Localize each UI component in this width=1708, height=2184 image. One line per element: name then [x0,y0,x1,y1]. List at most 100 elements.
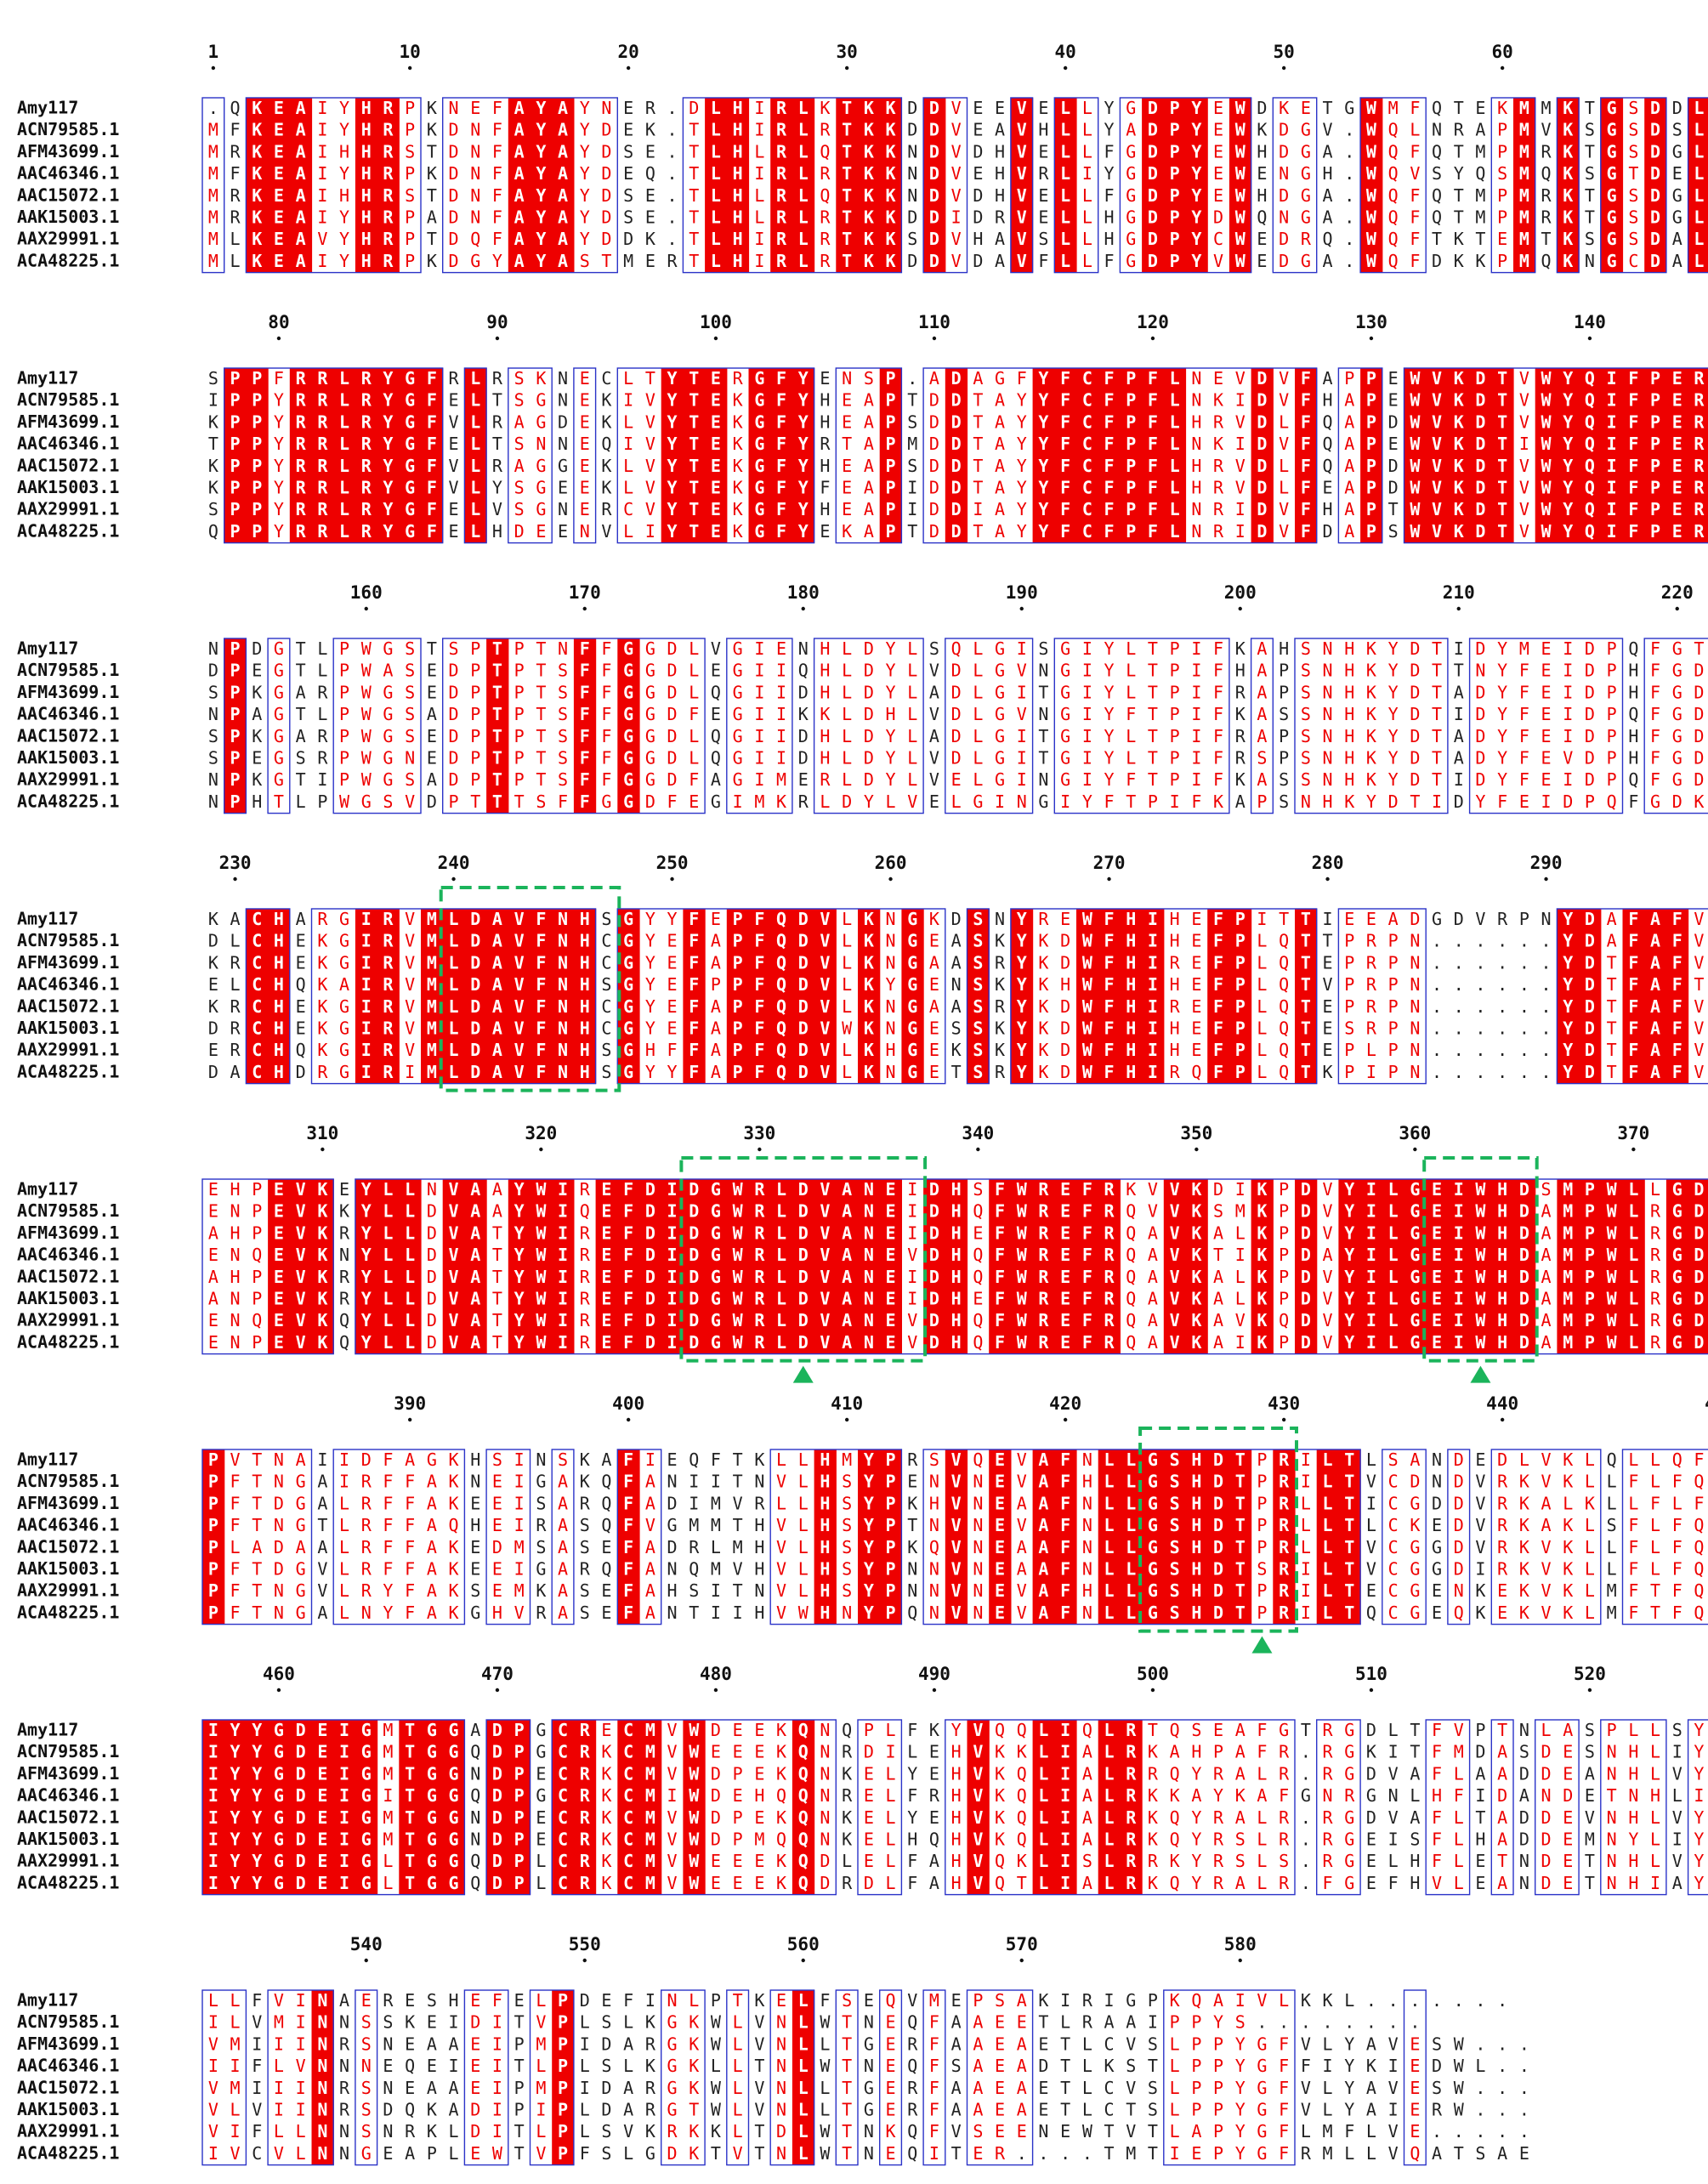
residue: E [274,207,284,228]
residue: L [580,2012,590,2033]
residue: W [733,1201,744,1222]
residue: R [995,1062,1006,1082]
residue: L [1170,499,1180,519]
residue: I [667,1245,678,1265]
residue: C [601,1018,611,1039]
residue: F [1213,682,1223,702]
residue: R [1126,1763,1137,1784]
residue: D [798,1267,809,1287]
residue: D [1475,638,1485,659]
residue: P [733,1018,743,1039]
residue: D [470,1040,480,1060]
residue: N [886,952,896,973]
residue: R [361,1472,372,1492]
residue: H [645,1040,655,1060]
residue: L [886,1829,896,1850]
residue: W [1541,499,1552,519]
residue: S [361,2012,372,2033]
conserved-column [617,909,640,1084]
residue: H [1104,229,1115,249]
residue: C [623,1807,633,1828]
residue: I [1235,1332,1246,1353]
residue: E [667,996,678,1017]
residue: K [1563,185,1573,206]
residue: G [1126,185,1136,206]
residue: R [1213,499,1224,519]
residue: N [973,1580,983,1601]
residue: K [864,909,874,929]
residue: N [886,931,896,951]
residue: H [1191,1742,1201,1762]
residue: V [1366,1537,1376,1557]
residue: I [754,661,764,681]
residue: P [208,1559,218,1580]
residue: F [1628,909,1638,929]
residue: D [1650,185,1660,206]
residue: Y [886,726,896,746]
residue: G [361,1720,372,1740]
residue: S [361,2034,372,2054]
residue: E [470,1537,480,1557]
residue: D [929,1245,939,1265]
residue: L [1038,1807,1048,1828]
residue: K [1170,1785,1180,1806]
residue: S [973,952,983,973]
residue: R [317,411,328,432]
residue: Q [1279,996,1289,1017]
residue: Y [1017,909,1027,929]
residue: D [1148,207,1158,228]
residue: L [842,1062,852,1082]
residue: K [1519,1559,1529,1580]
residue: D [1672,98,1682,118]
similarity-frame [508,367,553,544]
residue: K [995,1040,1005,1060]
residue: S [1301,726,1311,746]
residue: F [754,1040,764,1060]
residue: S [1213,1201,1223,1222]
residue: L [711,141,721,162]
residue: R [383,996,394,1017]
residue: F [754,1062,764,1082]
residue: H [1497,1267,1507,1287]
residue: E [470,1559,480,1580]
residue: Q [886,1990,896,2011]
residue: R [383,1990,394,2011]
residue: P [1126,368,1136,389]
residue: E [733,1785,743,1806]
residue: H [1344,704,1354,724]
residue: G [1279,1720,1289,1740]
residue: T [1607,974,1617,995]
conserved-column [268,1179,291,1354]
conserved-column [552,98,575,273]
position-tick-label: 320 [525,1123,557,1143]
residue: D [1650,141,1660,162]
residue: A [1213,1289,1223,1309]
residue: L [1235,1267,1246,1287]
residue: V [667,1873,678,1893]
residue: T [1475,1807,1485,1828]
residue: K [1475,1603,1485,1623]
residue: R [383,185,394,206]
residue: C [623,1785,633,1806]
residue: D [1388,791,1399,812]
residue: R [601,499,612,519]
residue: W [1541,390,1552,411]
residue: I [208,2056,218,2076]
residue: D [667,726,678,746]
residue: I [339,1807,349,1828]
conserved-column [246,368,269,543]
residue: A [951,2034,962,2054]
sequence-name: AAC15072.1 [17,455,119,475]
residue: G [361,1873,372,1893]
residue: S [995,1990,1005,2011]
residue: A [1519,1785,1529,1806]
residue: W [1541,521,1552,542]
residue: K [864,1018,874,1039]
residue: G [405,411,415,432]
residue: D [929,185,939,206]
residue: E [1475,1851,1485,1871]
residue: K [1235,704,1246,724]
residue: S [1628,185,1638,206]
residue: L [1170,434,1180,454]
residue: K [1519,1472,1529,1492]
